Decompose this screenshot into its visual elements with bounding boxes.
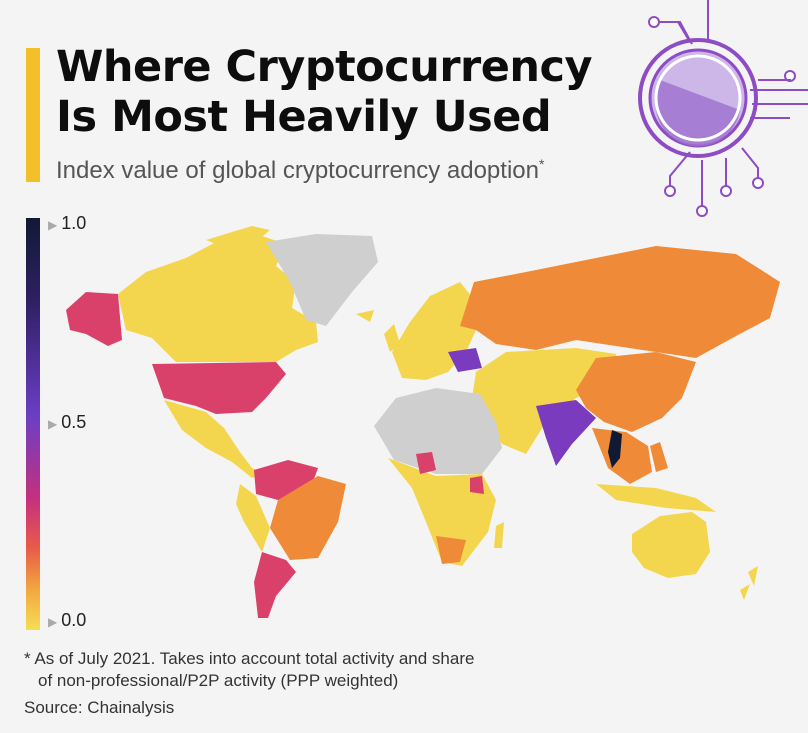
region-africa-north [374,388,502,474]
region-south-africa [436,536,466,564]
title-line-1: Where Cryptocurrency [56,42,593,92]
region-new-zealand [740,566,758,600]
source-note: Source: Chainalysis [24,698,175,717]
legend-tick-min: ▶ 0.0 [48,610,87,630]
legend-tick-mid: ▶ 0.5 [48,412,87,432]
accent-bar [26,48,40,182]
region-indonesia [596,484,716,512]
region-russia [460,246,780,358]
footnote: * As of July 2021. Takes into account to… [24,648,474,692]
legend-tick-marker-icon: ▶ [48,417,58,431]
circuit-coin-icon [638,0,808,217]
legend-tick-max: ▶ 1.0 [48,213,87,233]
subtitle-text: Index value of global cryptocurrency ado… [56,157,539,184]
region-australia [632,512,710,578]
page-title: Where Cryptocurrency Is Most Heavily Use… [56,42,616,142]
region-ukraine [448,348,482,372]
region-nigeria [416,452,436,474]
region-argentina [254,552,296,618]
legend-tick-marker-icon: ▶ [48,218,58,232]
region-china [576,352,696,432]
region-arctic-islands [206,226,270,248]
region-africa-sub [388,458,496,566]
region-south-america-other [236,484,270,552]
region-middle-east-central-asia [472,348,616,454]
region-united-states [152,362,286,414]
region-alaska [66,292,122,346]
legend-color-scale [26,218,40,630]
region-mexico-central-america [164,400,266,478]
region-greenland [266,234,378,326]
subtitle-asterisk: * [538,156,545,172]
region-north-america-canada [118,234,318,362]
region-india [536,400,596,466]
footnote-line-2: of non-professional/P2P activity (PPP we… [38,671,399,690]
region-philippines [650,442,668,472]
world-map [66,226,780,618]
region-vietnam [608,430,622,468]
region-southeast-asia [592,428,652,484]
region-brazil [270,476,346,560]
region-iceland-uk [356,310,400,352]
region-kenya [470,476,484,494]
title-line-2: Is Most Heavily Used [56,92,552,142]
legend-tick-marker-icon: ▶ [48,615,58,629]
subtitle: Index value of global cryptocurrency ado… [56,156,544,185]
region-madagascar [494,522,504,548]
footnote-line-1: * As of July 2021. Takes into account to… [24,649,475,668]
